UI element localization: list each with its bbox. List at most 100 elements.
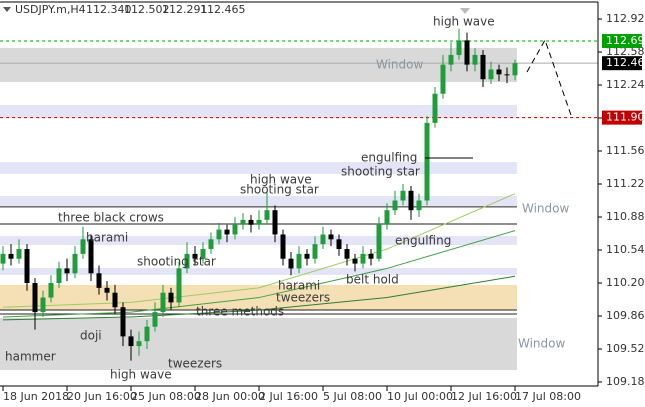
x-tick-label: 28 Jun 00:00 — [195, 390, 265, 403]
price-label-box — [602, 34, 642, 49]
candle-body — [152, 312, 158, 327]
candle-body — [504, 74, 510, 76]
candle-body — [136, 341, 142, 347]
price-label: 112.693 — [606, 34, 645, 47]
candle-body — [0, 253, 6, 264]
candle-body — [312, 244, 318, 259]
x-tick-label: 20 Jun 16:00 — [67, 390, 137, 403]
x-tick-label: 17 Jul 08:00 — [515, 390, 581, 403]
pattern-label: high wave — [110, 368, 172, 382]
candle-body — [216, 229, 222, 240]
candle-body — [256, 219, 262, 225]
marker-triangle — [460, 8, 470, 14]
candle-body — [48, 282, 54, 298]
candle-body — [512, 63, 518, 76]
pattern-label: doji — [80, 329, 102, 343]
y-tick-label: 110.200 — [606, 276, 645, 289]
candle-body — [352, 258, 358, 264]
candle-body — [40, 297, 46, 313]
x-tick-label: 2 Jul 16:00 — [259, 390, 318, 403]
zone — [0, 161, 517, 175]
zone — [0, 195, 517, 206]
candle-body — [192, 253, 198, 259]
candle-body — [488, 69, 494, 80]
zones — [0, 40, 598, 370]
zone — [0, 267, 517, 275]
candle-body — [128, 336, 134, 347]
y-tick-label: 111.560 — [606, 144, 645, 157]
pattern-label: harami — [278, 279, 320, 293]
candle-body — [360, 253, 366, 264]
candle-body — [72, 253, 78, 274]
candle-body — [64, 268, 70, 274]
candle-body — [384, 210, 390, 225]
pattern-label: three black crows — [58, 211, 164, 225]
candle-body — [120, 307, 126, 337]
price-label: 111.904 — [606, 111, 645, 124]
y-tick-label: 112.240 — [606, 78, 645, 91]
header-close: 112.465 — [200, 3, 246, 16]
candle-body — [464, 40, 470, 65]
candle-body — [424, 122, 430, 201]
forecast-path — [526, 38, 573, 119]
candle-body — [320, 234, 326, 245]
candle-body — [440, 64, 446, 94]
pattern-label: Window — [518, 337, 566, 351]
pattern-label: tweezers — [276, 291, 330, 305]
x-tick-label: 25 Jun 08:00 — [131, 390, 201, 403]
x-tick-label: 5 Jul 08:00 — [323, 390, 382, 403]
candle-body — [296, 253, 302, 269]
candle-body — [248, 219, 254, 225]
candle-body — [224, 229, 230, 235]
x-tick-label: 12 Jul 16:00 — [451, 390, 517, 403]
candle-body — [288, 258, 294, 269]
zone — [0, 235, 517, 245]
candle-body — [344, 249, 350, 259]
x-tick-label: 10 Jul 00:00 — [387, 390, 453, 403]
header-symbol: USDJPY.m,H4 — [15, 3, 86, 16]
y-tick-label: 112.920 — [606, 12, 645, 25]
pattern-label: belt hold — [346, 273, 399, 287]
y-tick-label: 109.860 — [606, 309, 645, 322]
pattern-label: shooting star — [137, 255, 216, 269]
pattern-label: Window — [522, 202, 570, 216]
candle-body — [16, 249, 22, 259]
zone — [0, 105, 517, 119]
pattern-label: high wave — [250, 173, 312, 187]
zone — [0, 47, 517, 83]
pattern-label: shooting star — [240, 183, 319, 197]
candle-body — [376, 224, 382, 259]
candle-body — [304, 253, 310, 259]
candle-body — [240, 219, 246, 225]
candle-body — [168, 292, 174, 303]
candle-body — [104, 287, 110, 293]
candle-body — [96, 273, 102, 288]
header-open: 112.340 — [86, 3, 132, 16]
candle-body — [496, 69, 502, 75]
plot — [0, 28, 518, 361]
candle-body — [272, 210, 278, 235]
moving-average — [2, 230, 516, 318]
candle-body — [280, 234, 286, 259]
candle-body — [32, 282, 38, 313]
candle-body — [400, 190, 406, 201]
candle-body — [112, 292, 118, 308]
y-tick-label: 109.520 — [606, 342, 645, 355]
candle-body — [56, 268, 62, 283]
moving-average — [2, 275, 516, 321]
y-tick-label: 110.540 — [606, 243, 645, 256]
candle-body — [184, 253, 190, 269]
candle-body — [80, 239, 86, 254]
pattern-label: engulfing — [395, 234, 451, 248]
pattern-label: Window — [376, 58, 424, 72]
pattern-label: shooting star — [341, 165, 420, 179]
candle-body — [448, 54, 454, 65]
candle-body — [232, 224, 238, 235]
candle-body — [88, 239, 94, 274]
pattern-label: three methods — [196, 305, 284, 319]
pattern-label: tweezers — [168, 357, 222, 371]
pattern-label: high wave — [433, 15, 495, 29]
candle-body — [328, 234, 334, 240]
candle-body — [200, 249, 206, 259]
